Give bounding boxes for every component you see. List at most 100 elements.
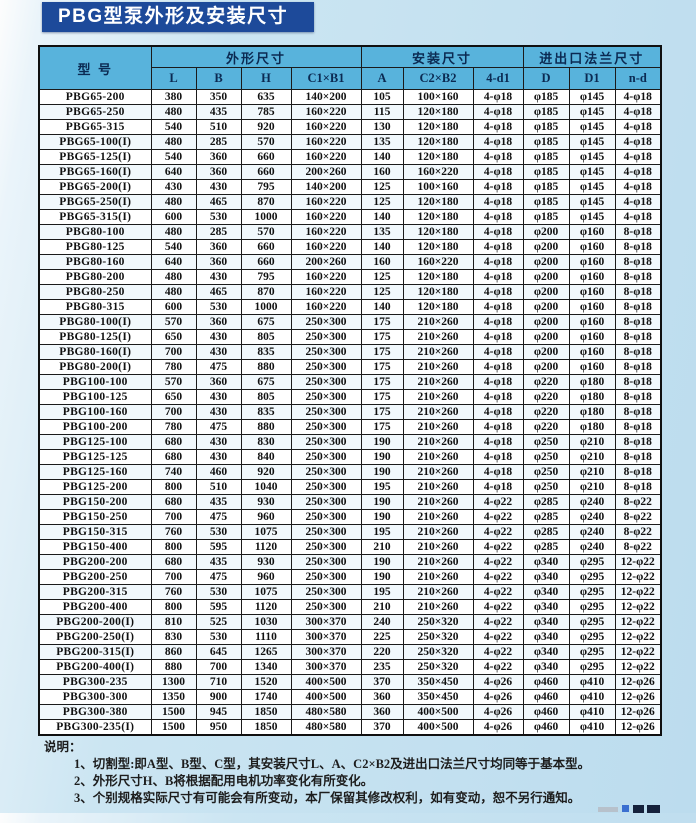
value-cell: 12-φ26 xyxy=(614,674,662,690)
value-cell: 200×260 xyxy=(290,254,362,270)
value-cell: 210×260 xyxy=(402,584,474,600)
value-cell: φ180 xyxy=(568,404,616,420)
value-cell: 1350 xyxy=(150,689,197,705)
value-cell: 12-φ22 xyxy=(614,584,662,600)
value-cell: 640 xyxy=(150,254,197,270)
value-cell: 950 xyxy=(195,719,242,736)
value-cell: 200×260 xyxy=(290,164,362,180)
value-cell: 530 xyxy=(195,299,242,315)
value-cell: 4-φ22 xyxy=(472,539,524,555)
value-cell: 350×450 xyxy=(402,689,474,705)
value-cell: 1040 xyxy=(240,479,292,495)
value-cell: 8-φ18 xyxy=(614,479,662,495)
notes-label: 说明： xyxy=(44,740,82,754)
value-cell: 160×220 xyxy=(290,239,362,255)
value-cell: φ285 xyxy=(522,524,570,540)
table-row: PBG200-250(I) 830 530 1110 300×370 225 250×320… xyxy=(38,629,662,645)
model-cell: PBG200-315(I) xyxy=(38,644,152,660)
value-cell: 880 xyxy=(150,659,197,675)
model-cell: PBG200-250 xyxy=(38,569,152,585)
value-cell: φ410 xyxy=(568,674,616,690)
value-cell: φ200 xyxy=(522,359,570,375)
value-cell: 480×580 xyxy=(290,704,362,720)
value-cell: φ160 xyxy=(568,329,616,345)
value-cell: 250×320 xyxy=(402,659,474,675)
value-cell: 1520 xyxy=(240,674,292,690)
value-cell: φ160 xyxy=(568,359,616,375)
group-header-row: 型 号 外形尺寸 安装尺寸 进出口法兰尺寸 xyxy=(38,45,662,90)
value-cell: φ185 xyxy=(522,209,570,225)
value-cell: 930 xyxy=(240,554,292,570)
value-cell: 4-φ22 xyxy=(472,599,524,615)
value-cell: 8-φ18 xyxy=(614,284,662,300)
value-cell: 105 xyxy=(360,89,404,105)
value-cell: 100×160 xyxy=(402,179,474,195)
value-cell: 360 xyxy=(360,704,404,720)
value-cell: 210×260 xyxy=(402,314,474,330)
value-cell: φ340 xyxy=(522,584,570,600)
model-cell: PBG100-200 xyxy=(38,419,152,435)
value-cell: 12-φ26 xyxy=(614,704,662,720)
value-cell: 115 xyxy=(360,104,404,120)
notes-section: 说明： 1、切割型:即A型、B型、C型，其安装尺寸L、A、C2×B2及进出口法兰… xyxy=(44,739,664,807)
model-cell: PBG65-160(I) xyxy=(38,164,152,180)
value-cell: 920 xyxy=(240,464,292,480)
value-cell: 210×260 xyxy=(402,524,474,540)
value-cell: φ160 xyxy=(568,269,616,285)
value-cell: φ220 xyxy=(522,374,570,390)
table-row: PBG150-315 760 530 1075 250×300 195 210×260 4-φ… xyxy=(38,524,662,540)
value-cell: 210×260 xyxy=(402,554,474,570)
value-cell: 250×300 xyxy=(290,539,362,555)
value-cell: 210×260 xyxy=(402,329,474,345)
value-cell: 400×500 xyxy=(402,719,474,736)
value-cell: 210×260 xyxy=(402,389,474,405)
value-cell: 8-φ22 xyxy=(614,524,662,540)
value-cell: 140×200 xyxy=(290,89,362,105)
table-row: PBG200-250 700 475 960 250×300 190 210×260 4-φ2… xyxy=(38,569,662,585)
value-cell: 1740 xyxy=(240,689,292,705)
value-cell: 4-φ26 xyxy=(472,689,524,705)
value-cell: 1500 xyxy=(150,719,197,736)
value-cell: 680 xyxy=(150,449,197,465)
value-cell: 120×180 xyxy=(402,149,474,165)
value-cell: 125 xyxy=(360,269,404,285)
value-cell: 1500 xyxy=(150,704,197,720)
value-cell: 120×180 xyxy=(402,284,474,300)
value-cell: 4-φ18 xyxy=(472,419,524,435)
table-row: PBG200-315(I) 860 645 1265 300×370 220 250×320… xyxy=(38,644,662,660)
value-cell: 1000 xyxy=(240,209,292,225)
value-cell: 675 xyxy=(240,314,292,330)
value-cell: 830 xyxy=(240,434,292,450)
value-cell: 4-φ18 xyxy=(472,449,524,465)
value-cell: 160×220 xyxy=(290,119,362,135)
model-cell: PBG125-160 xyxy=(38,464,152,480)
table-row: PBG200-200(I) 810 525 1030 300×370 240 250×320… xyxy=(38,614,662,630)
value-cell: 595 xyxy=(195,599,242,615)
value-cell: 190 xyxy=(360,569,404,585)
value-cell: 370 xyxy=(360,674,404,690)
value-cell: 160×220 xyxy=(290,134,362,150)
corner-mark-dot xyxy=(622,805,629,812)
model-cell: PBG300-300 xyxy=(38,689,152,705)
value-cell: 710 xyxy=(195,674,242,690)
value-cell: φ295 xyxy=(568,569,616,585)
value-cell: 160×220 xyxy=(290,194,362,210)
table-row: PBG200-315 760 530 1075 250×300 195 210×260 4-φ… xyxy=(38,584,662,600)
value-cell: 12-φ22 xyxy=(614,554,662,570)
value-cell: φ145 xyxy=(568,119,616,135)
value-cell: 525 xyxy=(195,614,242,630)
value-cell: 250×300 xyxy=(290,494,362,510)
value-cell: 175 xyxy=(360,314,404,330)
value-cell: 680 xyxy=(150,494,197,510)
value-cell: 300×370 xyxy=(290,614,362,630)
value-cell: 4-φ22 xyxy=(472,614,524,630)
value-cell: 130 xyxy=(360,119,404,135)
value-cell: 4-φ18 xyxy=(472,314,524,330)
value-cell: 4-φ18 xyxy=(472,329,524,345)
value-cell: 780 xyxy=(150,419,197,435)
model-cell: PBG80-125 xyxy=(38,239,152,255)
value-cell: 4-φ18 xyxy=(472,209,524,225)
value-cell: 805 xyxy=(240,329,292,345)
value-cell: 12-φ22 xyxy=(614,629,662,645)
